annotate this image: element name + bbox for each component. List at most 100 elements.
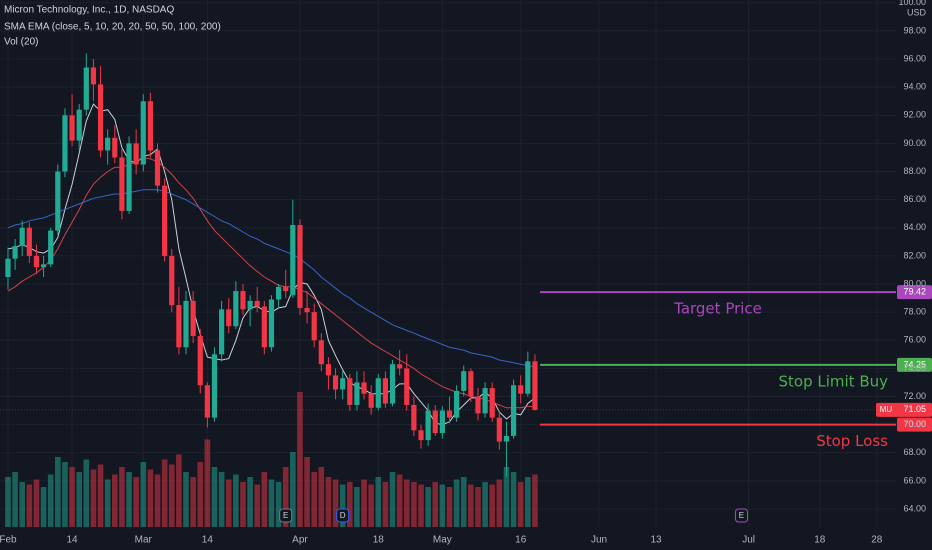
volume-bar — [254, 484, 261, 527]
y-tick-label: 68.00 — [903, 447, 926, 457]
volume-bar — [176, 454, 182, 527]
x-tick-label: Apr — [292, 535, 308, 546]
volume-bar — [40, 487, 47, 527]
volume-pane — [5, 392, 538, 527]
level-value-label: 79.42 — [903, 287, 926, 297]
volume-bar — [62, 462, 68, 527]
volume-bar — [332, 479, 339, 527]
x-tick-label: May — [433, 535, 452, 546]
event-marker — [734, 508, 748, 523]
candle-body — [83, 67, 89, 110]
event-marker — [336, 508, 350, 523]
volume-bar — [147, 469, 154, 527]
volume-bar — [47, 474, 54, 527]
y-tick-label: 78.00 — [903, 307, 926, 317]
candle-body — [532, 361, 538, 410]
volume-bar — [346, 482, 353, 527]
volume-bar — [439, 484, 446, 527]
candle-body — [247, 300, 253, 310]
volume-bar — [396, 474, 403, 527]
candle-body — [119, 157, 125, 211]
volume-bar — [475, 487, 481, 527]
y-tick-label: 100.00 — [898, 0, 926, 7]
volume-bar — [204, 439, 211, 527]
candle-body — [55, 171, 61, 231]
y-tick-label: 72.00 — [903, 391, 926, 401]
volume-bar — [468, 484, 474, 527]
candle-body — [275, 286, 282, 300]
candle-body — [318, 340, 324, 365]
x-tick-label: Jun — [591, 535, 607, 546]
candle-body — [90, 67, 97, 85]
y-tick-label: 84.00 — [903, 222, 926, 232]
candle-body — [411, 404, 417, 431]
candle-body — [482, 388, 488, 414]
volume-bar — [218, 472, 225, 527]
candle-body — [446, 410, 453, 418]
volume-bar — [233, 474, 239, 527]
volume-bar — [403, 479, 410, 527]
volume-bar — [375, 477, 382, 527]
y-tick-label: 74.00 — [903, 363, 926, 373]
candle-body — [62, 115, 68, 172]
candle-body — [503, 435, 510, 442]
candle-body — [404, 368, 410, 405]
volume-bar — [503, 467, 510, 527]
y-tick-label: 88.00 — [903, 166, 926, 176]
y-tick-label: 94.00 — [903, 82, 926, 92]
symbol-label: MU — [880, 405, 893, 414]
y-tick-label: 66.00 — [903, 475, 926, 485]
candle-body — [12, 246, 18, 259]
candle-body — [332, 375, 339, 390]
volume-bar — [339, 484, 346, 527]
y-tick-label: 64.00 — [903, 503, 926, 513]
moving-average — [7, 156, 535, 409]
event-label: D — [340, 511, 346, 520]
volume-bar — [5, 477, 11, 527]
volume-bar — [482, 482, 488, 527]
y-tick-label: 96.00 — [903, 53, 926, 63]
level-value-label: 70.00 — [903, 419, 926, 429]
volume-bar — [325, 477, 332, 527]
candle-body — [454, 390, 460, 418]
volume-bar — [318, 467, 325, 527]
volume-bar — [418, 484, 424, 527]
event-label: E — [283, 511, 288, 520]
candle-body — [133, 143, 139, 165]
x-tick-label: Feb — [0, 535, 17, 546]
volume-bar — [425, 487, 431, 527]
y-tick-label: 76.00 — [903, 335, 926, 345]
level-value-label: 74.25 — [903, 359, 926, 369]
x-tick-label: 14 — [67, 535, 79, 546]
candles — [5, 53, 538, 477]
overlays: MU 71.05 79.42 Target Price 74.25 Stop Limit … — [0, 285, 932, 523]
candle-body — [425, 410, 431, 441]
volume-bar — [19, 482, 26, 527]
volume-bar — [354, 487, 360, 527]
volume-bar — [275, 482, 282, 527]
y-tick-label: 70.00 — [903, 419, 926, 429]
candle-body — [197, 336, 203, 386]
grid — [0, 0, 896, 527]
candle-body — [183, 300, 189, 348]
volume-bar — [12, 472, 18, 527]
volume-bar — [190, 477, 196, 527]
volume-bar — [168, 464, 175, 527]
volume-bar — [510, 472, 517, 527]
candle-body — [5, 258, 11, 277]
volume-bar — [517, 482, 524, 527]
volume-bar — [368, 484, 374, 527]
candle-body — [375, 378, 381, 408]
volume-bar — [268, 479, 275, 527]
volume-bar — [69, 467, 75, 527]
volume-bar — [97, 464, 104, 527]
volume-bar — [161, 459, 168, 527]
volume-bar — [304, 457, 310, 527]
last-price-label: 71.05 — [903, 404, 926, 414]
candle-body — [226, 309, 232, 327]
candle-body — [69, 115, 75, 141]
volume-bar — [26, 484, 33, 527]
volume-bar — [361, 479, 367, 527]
